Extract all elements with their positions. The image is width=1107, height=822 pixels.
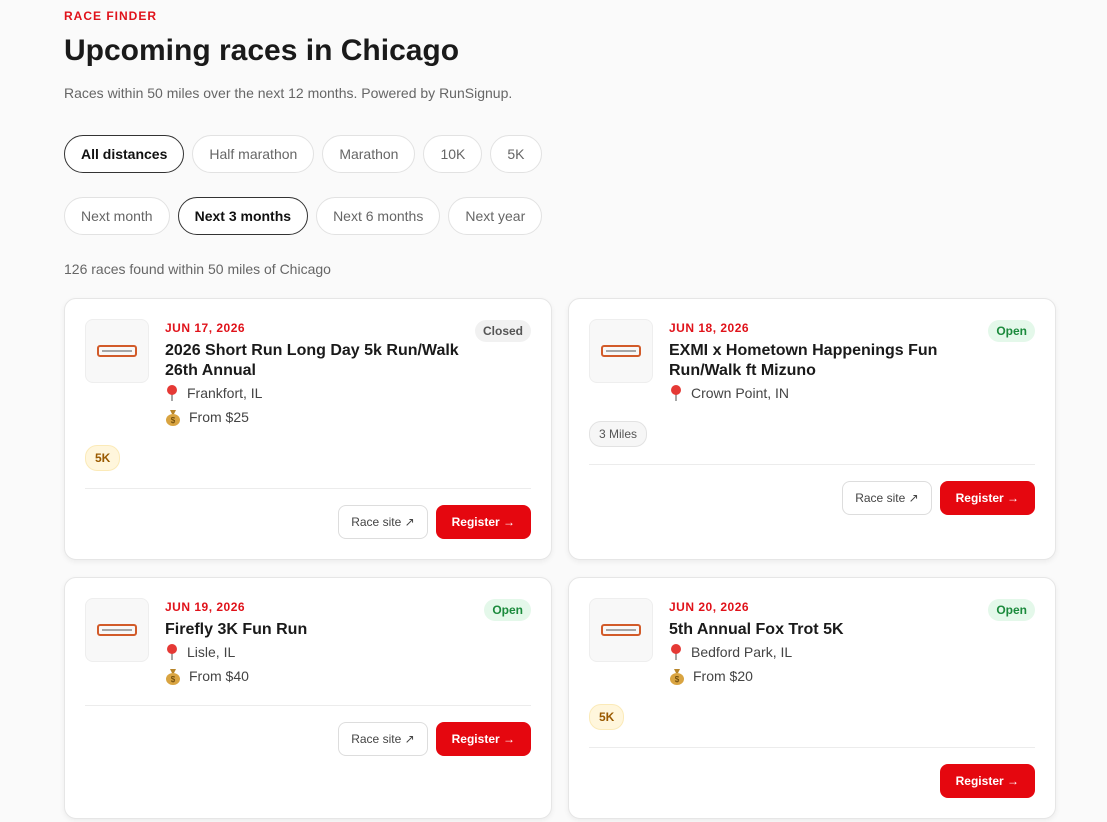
money-icon: $	[166, 410, 180, 426]
race-name: 2026 Short Run Long Day 5k Run/Walk 26th…	[165, 342, 459, 379]
logo-art	[97, 345, 137, 357]
race-logo	[589, 598, 653, 662]
divider	[85, 488, 531, 489]
status-badge: Open	[484, 599, 531, 621]
tag-row: 5K	[589, 704, 1035, 730]
price-text: From $40	[189, 668, 249, 684]
race-logo	[589, 319, 653, 383]
race-location: Bedford Park, IL	[669, 640, 969, 664]
logo-art	[601, 345, 641, 357]
race-name: Firefly 3K Fun Run	[165, 621, 308, 638]
logo-art	[601, 624, 641, 636]
pin-icon	[671, 385, 681, 401]
page-title: Upcoming races in Chicago	[64, 34, 460, 67]
register-button[interactable]: Register →	[939, 481, 1035, 515]
money-icon: $	[670, 669, 684, 685]
race-date: JUN 20, 2026	[669, 600, 750, 614]
tag-row: 3 Miles	[589, 421, 1035, 447]
filter-pill[interactable]: 5K	[490, 135, 542, 173]
filter-pill[interactable]: Marathon	[322, 135, 416, 173]
race-date: JUN 19, 2026	[165, 600, 246, 614]
location-text: Bedford Park, IL	[691, 644, 793, 660]
race-date: JUN 17, 2026	[165, 321, 246, 335]
filter-pill[interactable]: Next month	[64, 197, 170, 235]
result-count: 126 races found within 50 miles of Chica…	[64, 261, 331, 277]
card-top: JUN 17, 2026 2026 Short Run Long Day 5k R…	[85, 319, 531, 429]
card-top: JUN 18, 2026 EXMI x Hometown Happenings F…	[589, 319, 1035, 405]
race-name: 5th Annual Fox Trot 5K	[669, 621, 844, 638]
distance-tag: 3 Miles	[589, 421, 648, 447]
svg-text:$: $	[675, 675, 680, 684]
filter-pill[interactable]: Half marathon	[192, 135, 315, 173]
status-badge: Open	[988, 320, 1035, 342]
race-site-button[interactable]: Race site ↗	[338, 505, 428, 539]
card-actions: Race site ↗ Register →	[589, 481, 1035, 515]
distance-tag: 5K	[589, 704, 625, 730]
race-price: $ From $20	[669, 664, 969, 688]
filter-pill[interactable]: Next 3 months	[177, 197, 309, 235]
race-card: JUN 17, 2026 2026 Short Run Long Day 5k R…	[64, 298, 552, 560]
status-badge: Open	[988, 599, 1035, 621]
race-card: JUN 20, 2026 5th Annual Fox Trot 5K Bedfor…	[568, 577, 1056, 819]
divider	[85, 705, 531, 706]
status-badge: Closed	[474, 320, 531, 342]
card-top: JUN 20, 2026 5th Annual Fox Trot 5K Bedfor…	[589, 598, 1035, 688]
money-icon: $	[166, 669, 180, 685]
tag-row: 5K	[85, 445, 531, 471]
register-button[interactable]: Register →	[435, 722, 531, 756]
race-card: JUN 18, 2026 EXMI x Hometown Happenings F…	[568, 298, 1056, 560]
race-logo	[85, 319, 149, 383]
pin-icon	[671, 644, 681, 660]
price-text: From $25	[189, 409, 249, 425]
svg-text:$: $	[171, 416, 176, 425]
race-info: JUN 19, 2026 Firefly 3K Fun Run Lisle, IL $…	[165, 598, 465, 688]
card-actions: Race site ↗ Register →	[85, 505, 531, 539]
race-card: JUN 19, 2026 Firefly 3K Fun Run Lisle, IL $…	[64, 577, 552, 819]
pin-icon	[167, 644, 177, 660]
logo-art	[97, 624, 137, 636]
card-actions: Register →	[589, 764, 1035, 798]
race-info: JUN 18, 2026 EXMI x Hometown Happenings F…	[669, 319, 969, 405]
subtitle: Races within 50 miles over the next 12 m…	[64, 85, 513, 101]
filter-pill[interactable]: 10K	[423, 135, 483, 173]
filter-pill[interactable]: All distances	[64, 135, 185, 173]
filter-pill[interactable]: Next year	[448, 197, 543, 235]
register-button[interactable]: Register →	[435, 505, 531, 539]
race-name: EXMI x Hometown Happenings Fun Run/Walk …	[669, 342, 938, 379]
race-info: JUN 20, 2026 5th Annual Fox Trot 5K Bedfor…	[669, 598, 969, 688]
race-logo	[85, 598, 149, 662]
location-text: Crown Point, IN	[691, 385, 790, 401]
distance-tag: 5K	[85, 445, 121, 471]
race-site-button[interactable]: Race site ↗	[842, 481, 932, 515]
race-location: Lisle, IL	[165, 640, 465, 664]
divider	[589, 464, 1035, 465]
race-price: $ From $25	[165, 405, 465, 429]
filter-pill[interactable]: Next 6 months	[316, 197, 441, 235]
eyebrow: RACE FINDER	[64, 9, 158, 23]
price-text: From $20	[693, 668, 753, 684]
register-button[interactable]: Register →	[939, 764, 1035, 798]
pin-icon	[167, 385, 177, 401]
race-info: JUN 17, 2026 2026 Short Run Long Day 5k R…	[165, 319, 465, 429]
race-date: JUN 18, 2026	[669, 321, 750, 335]
divider	[589, 747, 1035, 748]
race-price: $ From $40	[165, 664, 465, 688]
time-filters: Next month Next 3 months Next 6 months Next…	[64, 197, 1056, 235]
race-grid: JUN 17, 2026 2026 Short Run Long Day 5k R…	[64, 298, 1056, 819]
distance-filters: All distances Half marathon Marathon 10K 5K	[64, 135, 1056, 173]
race-site-button[interactable]: Race site ↗	[338, 722, 428, 756]
location-text: Lisle, IL	[187, 644, 236, 660]
card-actions: Race site ↗ Register →	[85, 722, 531, 756]
race-finder: RACE FINDER Upcoming races in Chicago Ra…	[64, 9, 1056, 819]
location-text: Frankfort, IL	[187, 385, 263, 401]
card-top: JUN 19, 2026 Firefly 3K Fun Run Lisle, IL $…	[85, 598, 531, 688]
svg-text:$: $	[171, 675, 176, 684]
race-location: Crown Point, IN	[669, 381, 969, 405]
race-location: Frankfort, IL	[165, 381, 465, 405]
